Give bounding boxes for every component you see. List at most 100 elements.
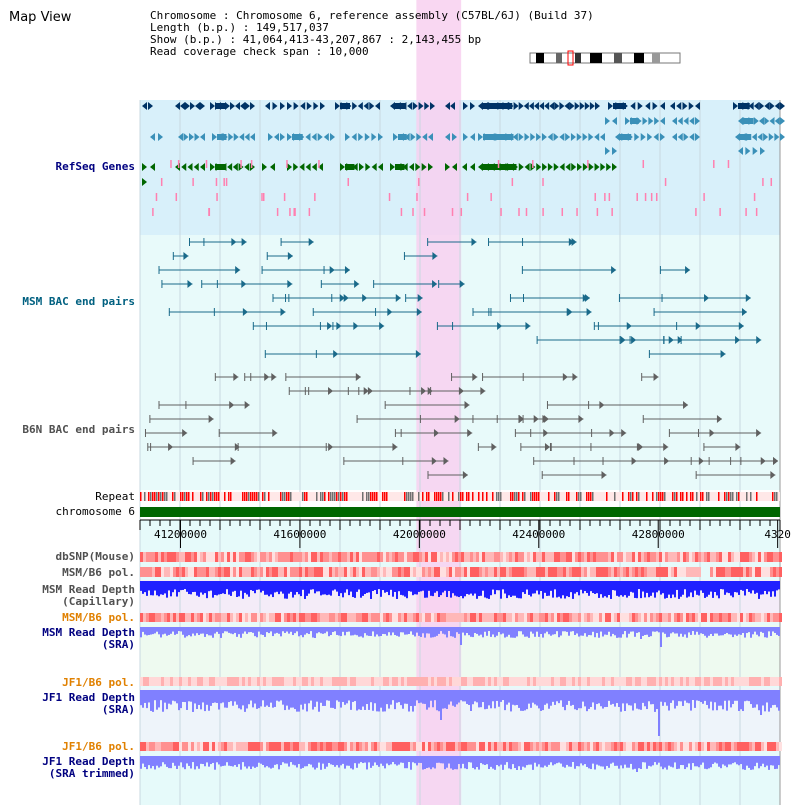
msm-b6-pol-strip	[458, 567, 461, 577]
msm-capillary-depth-bar	[352, 581, 354, 598]
msm-b6-pol-strip	[563, 567, 566, 577]
refseq-gene-block	[215, 164, 225, 170]
jf1-b6-pol-strip-2	[599, 742, 602, 751]
msm-b6-pol-strip	[665, 567, 668, 577]
track-label-jf1-b6-pol-2[interactable]: JF1/B6 pol.	[62, 740, 135, 753]
msm-sra-depth-bar	[698, 627, 700, 635]
jf1-b6-pol-strip	[773, 677, 776, 686]
jf1-sra-depth-bar	[160, 690, 162, 701]
msm-capillary-depth-bar	[168, 581, 170, 591]
track-label-dbsnp[interactable]: dbSNP(Mouse)	[55, 550, 135, 563]
ideogram-band	[614, 53, 622, 63]
jf1-trimmed-depth-bar	[772, 756, 774, 766]
jf1-sra-depth-bar	[420, 690, 422, 703]
refseq-gene	[445, 102, 450, 110]
ideogram-band	[652, 53, 660, 63]
b6n-bac-pair-end	[480, 387, 486, 395]
msm-capillary-depth-bar	[648, 581, 650, 598]
jf1-trimmed-depth-bar	[312, 756, 314, 768]
jf1-trimmed-depth-bar	[724, 756, 726, 766]
dbsnp-strip	[533, 552, 536, 562]
jf1-b6-pol-strip	[701, 677, 704, 686]
jf1-sra-depth-bar	[158, 690, 160, 708]
msm-b6-pol-strip	[284, 567, 287, 577]
msm-b6-pol-strip-2	[599, 613, 602, 622]
msm-b6-pol-strip	[569, 567, 572, 577]
jf1-sra-depth-bar	[348, 690, 350, 701]
msm-b6-pol-strip	[314, 567, 317, 577]
repeat-element	[646, 492, 648, 501]
msm-b6-pol-strip	[395, 567, 398, 577]
track-label-b6n-bac[interactable]: B6N BAC end pairs	[22, 423, 135, 436]
jf1-sra-depth-bar	[566, 690, 568, 705]
refseq-gene	[262, 163, 267, 171]
jf1-b6-pol-strip	[158, 677, 161, 686]
jf1-trimmed-depth-bar	[190, 756, 192, 769]
msm-capillary-depth-bar	[200, 581, 202, 593]
track-label-jf1-depth-trimmed[interactable]: JF1 Read Depth (SRA trimmed)	[42, 755, 135, 780]
refseq-gene	[345, 133, 350, 141]
jf1-sra-depth-bar	[552, 690, 554, 702]
jf1-trimmed-depth-bar	[404, 756, 406, 769]
refseq-gene	[647, 133, 653, 141]
refseq-gene	[536, 163, 542, 171]
repeat-element	[674, 492, 676, 501]
refseq-exon-tick	[240, 160, 242, 168]
msm-sra-depth-bar	[302, 627, 304, 638]
msm-sra-depth-bar	[472, 627, 474, 638]
msm-sra-depth-bar	[408, 627, 410, 634]
msm-b6-pol-strip-2	[383, 613, 386, 622]
jf1-trimmed-depth-bar	[326, 756, 328, 767]
msm-b6-pol-strip-2	[209, 613, 212, 622]
msm-sra-depth-bar	[182, 627, 184, 635]
refseq-gene	[363, 102, 369, 110]
jf1-b6-pol-strip-2	[458, 742, 461, 751]
repeat-element	[482, 492, 484, 501]
repeat-element	[346, 492, 348, 501]
repeat-element	[750, 492, 752, 501]
msm-sra-depth-bar	[710, 627, 712, 634]
jf1-b6-pol-strip-2	[776, 742, 779, 751]
dbsnp-strip	[179, 552, 182, 562]
jf1-b6-pol-strip-2	[284, 742, 287, 751]
track-label-msm-depth-sra[interactable]: MSM Read Depth (SRA)	[42, 626, 135, 651]
track-label-msm-b6-pol-2[interactable]: MSM/B6 pol.	[62, 611, 135, 624]
repeat-element	[676, 492, 678, 501]
jf1-trimmed-depth-bar	[374, 756, 376, 763]
track-label-msm-bac[interactable]: MSM BAC end pairs	[22, 295, 135, 308]
dbsnp-strip	[188, 552, 191, 562]
dbsnp-strip	[515, 552, 518, 562]
msm-b6-pol-strip-2	[182, 613, 185, 622]
track-label-chromosome[interactable]: chromosome 6	[55, 505, 135, 518]
track-label-msm-b6-pol-1[interactable]: MSM/B6 pol.	[62, 566, 135, 579]
refseq-gene	[378, 163, 383, 171]
jf1-sra-depth-bar	[494, 690, 496, 709]
track-label-repeat[interactable]: Repeat	[95, 490, 135, 503]
jf1-b6-pol-strip	[542, 677, 545, 686]
msm-b6-pol-strip-2	[353, 613, 356, 622]
msm-b6-pol-strip	[308, 567, 311, 577]
msm-capillary-depth-bar	[394, 581, 396, 592]
msm-b6-pol-strip-2	[254, 613, 257, 622]
msm-sra-depth-bar	[656, 627, 658, 632]
msm-b6-pol-strip-2	[767, 613, 770, 622]
jf1-b6-pol-strip	[323, 677, 326, 686]
refseq-gene	[233, 133, 239, 141]
jf1-sra-depth-bar	[760, 690, 762, 715]
msm-sra-depth-bar	[466, 627, 468, 634]
jf1-b6-pol-strip-2	[266, 742, 269, 751]
msm-sra-depth-bar	[376, 627, 378, 635]
repeat-element	[706, 492, 708, 501]
msm-capillary-depth-bar	[322, 581, 324, 595]
track-label-refseq[interactable]: RefSeq Genes	[55, 160, 135, 173]
jf1-b6-pol-strip-2	[365, 742, 368, 751]
track-label-jf1-b6-pol-1[interactable]: JF1/B6 pol.	[62, 676, 135, 689]
repeat-element	[258, 492, 260, 501]
track-label-msm-depth-capillary[interactable]: MSM Read Depth (Capillary)	[42, 583, 135, 608]
track-label-jf1-depth-sra[interactable]: JF1 Read Depth (SRA)	[42, 691, 135, 716]
jf1-trimmed-depth-bar	[428, 756, 430, 768]
msm-b6-pol-strip-2	[536, 613, 539, 622]
dbsnp-strip	[569, 552, 572, 562]
b6n-bac-pair-end	[756, 429, 762, 437]
msm-sra-depth-bar	[298, 627, 300, 637]
